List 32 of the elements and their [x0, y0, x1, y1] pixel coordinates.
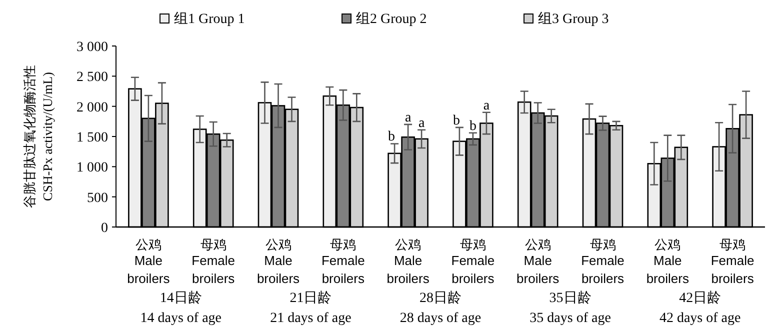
data-label: a — [483, 98, 490, 114]
x-tick-label: 公鸡 Male broilers — [386, 238, 430, 286]
legend-label: 组1 Group 1 — [174, 11, 245, 27]
data-label: b — [452, 113, 460, 128]
y-tick-label: 3 000 — [76, 40, 108, 55]
legend-label: 组2 Group 2 — [356, 11, 427, 27]
x-tick-label: 母鸡 Female broilers — [451, 238, 495, 286]
y-tick-label: 1 500 — [76, 130, 108, 146]
x-tick-label: 公鸡 Male broilers — [256, 238, 300, 286]
y-tick-label: 500 — [87, 190, 108, 206]
y-axis-title: 谷胱甘肽过氧化物酶活性 CSH-Px activity/(U/mL) — [23, 65, 55, 208]
data-label: a — [418, 116, 426, 131]
y-tick-label: 0 — [101, 221, 108, 236]
x-tick-label: 公鸡 Male broilers — [516, 238, 560, 286]
x-tick-label: 母鸡 Female broilers — [581, 238, 625, 286]
text: 42日龄 42 days of age — [659, 290, 741, 326]
text: 21日龄 21 days of age — [270, 290, 352, 326]
text: 28日龄 28 days of age — [400, 290, 482, 326]
text: 35日龄 35 days of age — [530, 290, 611, 326]
x-tick-label: 母鸡 Female broilers — [710, 238, 754, 286]
x-tick-label: 母鸡 Female broilers — [321, 238, 365, 286]
legend-label: 组3 Group 3 — [538, 11, 609, 27]
text: 14日龄 14 days of age — [140, 290, 222, 326]
y-tick-label: 2 500 — [76, 70, 108, 86]
data-label: b — [469, 118, 476, 134]
y-tick-label: 1 000 — [76, 160, 108, 176]
x-tick-label: 公鸡 Male broilers — [646, 238, 690, 286]
data-label: a — [404, 110, 412, 126]
x-tick-label: 公鸡 Male broilers — [127, 238, 170, 286]
y-tick-label: 2 000 — [76, 100, 108, 116]
data-label: b — [388, 130, 396, 145]
x-tick-label: 母鸡 Female broilers — [192, 238, 236, 286]
